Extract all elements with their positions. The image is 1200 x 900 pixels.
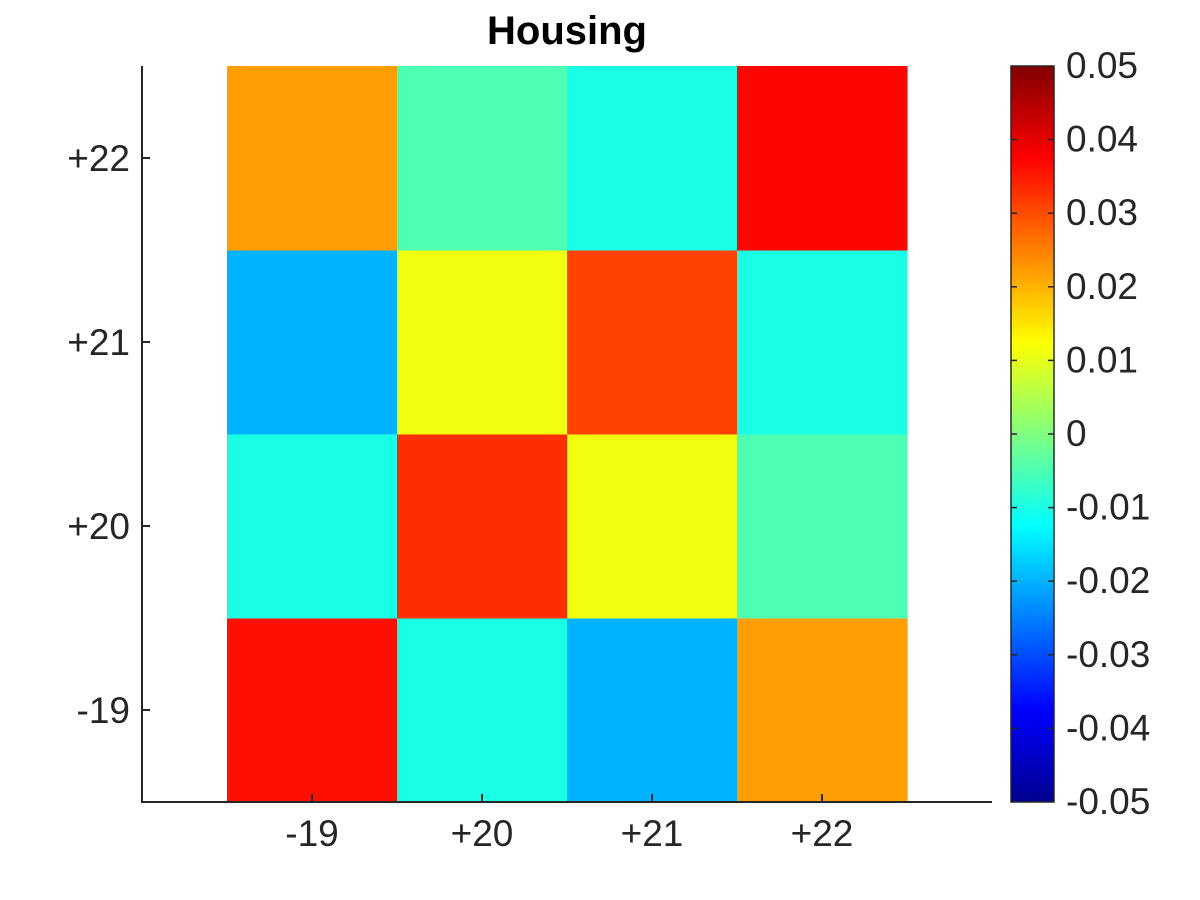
heatmap-cell-0-3 bbox=[737, 618, 908, 803]
x-tick-label: +22 bbox=[791, 813, 854, 854]
colorbar-tick-label: -0.02 bbox=[1066, 560, 1150, 601]
heatmap-cell-2-2 bbox=[567, 250, 738, 435]
heatmap-cell-0-2 bbox=[567, 618, 738, 803]
heatmap-cell-2-1 bbox=[397, 250, 568, 435]
colorbar-tick-label: 0.04 bbox=[1066, 119, 1138, 160]
heatmap-cell-0-0 bbox=[227, 618, 398, 803]
heatmap-cell-1-3 bbox=[737, 434, 908, 619]
colorbar-tick-label: 0.03 bbox=[1066, 192, 1138, 233]
heatmap-cell-1-2 bbox=[567, 434, 738, 619]
axis-lines bbox=[141, 66, 992, 803]
heatmap-cell-1-1 bbox=[397, 434, 568, 619]
colorbar-tick-label: -0.03 bbox=[1066, 634, 1150, 675]
colorbar-tick-label: -0.04 bbox=[1066, 707, 1150, 748]
heatmap-cell-1-0 bbox=[227, 434, 398, 619]
y-tick-label: +21 bbox=[67, 322, 130, 363]
colorbar-tick-label: 0.01 bbox=[1066, 339, 1138, 380]
x-tick-label: +20 bbox=[451, 813, 514, 854]
chart-title: Housing bbox=[487, 9, 647, 53]
heatmap-cell-3-3 bbox=[737, 66, 908, 251]
heatmap-cells bbox=[227, 66, 908, 803]
colorbar-tick-label: 0.02 bbox=[1066, 266, 1138, 307]
colorbar-bar bbox=[1010, 65, 1055, 803]
y-tick-label: -19 bbox=[77, 690, 130, 731]
heatmap-cell-0-1 bbox=[397, 618, 568, 803]
heatmap-cell-2-0 bbox=[227, 250, 398, 435]
colorbar-tick-label: -0.01 bbox=[1066, 487, 1150, 528]
heatmap-cell-3-1 bbox=[397, 66, 568, 251]
heatmap-cell-2-3 bbox=[737, 250, 908, 435]
y-axis-ticks: -19 +20 +21 +22 bbox=[67, 138, 150, 731]
colorbar-tick-label: -0.05 bbox=[1066, 781, 1150, 822]
colorbar-ticks: 0.05 0.04 0.03 0.02 0.01 0 -0.01 -0.02 -0.03 -0.0… bbox=[1011, 45, 1150, 822]
heatmap-cell-3-0 bbox=[227, 66, 398, 251]
x-tick-label: +21 bbox=[621, 813, 684, 854]
colorbar-tick-label: 0 bbox=[1066, 413, 1087, 454]
y-tick-label: +22 bbox=[67, 138, 130, 179]
x-axis-ticks: -19 +20 +21 +22 bbox=[285, 794, 853, 854]
colorbar-tick-label: 0.05 bbox=[1066, 45, 1138, 86]
axes bbox=[141, 66, 992, 803]
y-tick-label: +20 bbox=[67, 506, 130, 547]
colorbar bbox=[1010, 65, 1055, 803]
x-tick-label: -19 bbox=[285, 813, 338, 854]
heatmap-cell-3-2 bbox=[567, 66, 738, 251]
